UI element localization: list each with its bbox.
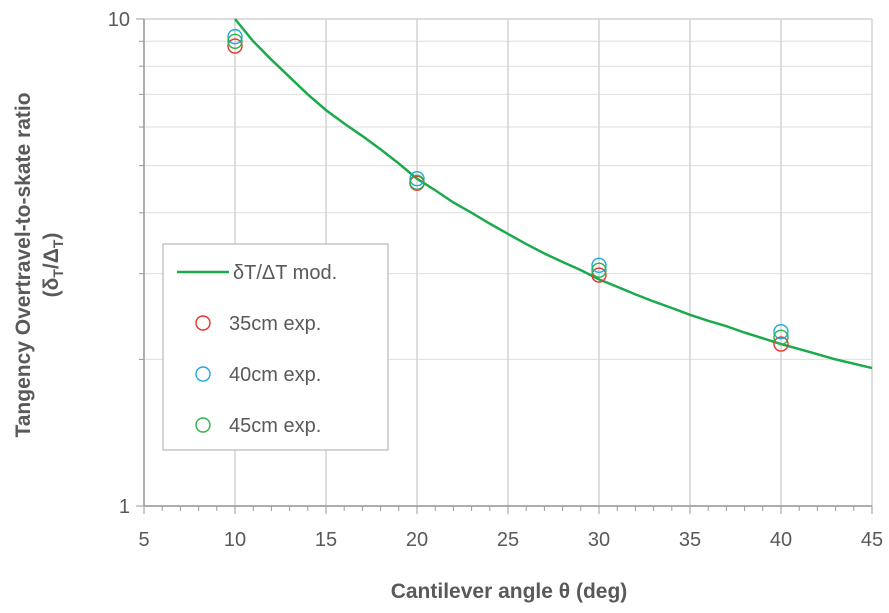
x-tick-label: 15 (315, 529, 337, 551)
legend-marker-swatch (195, 315, 211, 331)
y-axis-subtitle-open: (δ (40, 278, 63, 298)
data-point (591, 267, 607, 283)
x-tick-label: 40 (770, 529, 792, 551)
x-tick-label: 10 (224, 529, 246, 551)
x-tick-label: 30 (588, 529, 610, 551)
x-tick-label: 35 (679, 529, 701, 551)
data-point (227, 38, 243, 54)
data-point (409, 170, 425, 187)
y-axis-subtitle-sub1: T (50, 269, 66, 278)
data-point (773, 323, 789, 340)
y-axis-subtitle-sub2: T (50, 239, 66, 248)
y-axis-subtitle-close: ) (40, 233, 63, 240)
data-point (773, 329, 789, 346)
y-axis-subtitle: (δT/ΔT) (40, 233, 66, 298)
x-axis-title: Cantilever angle θ (deg) (391, 580, 628, 603)
y-tick-label: 10 (108, 9, 130, 31)
legend-label: 35cm exp. (229, 313, 321, 335)
axes: 5 10 15 20 25 30 35 40 45 1 10 (108, 9, 883, 551)
x-tick-label: 5 (138, 529, 149, 551)
x-tick-label: 25 (497, 529, 519, 551)
y-tick-label: 1 (119, 496, 130, 518)
legend-label: 40cm exp. (229, 364, 321, 386)
data-point (591, 257, 607, 274)
legend-marker-swatch (195, 417, 211, 433)
data-point (409, 174, 425, 191)
legend-label: δT/ΔT mod. (233, 262, 337, 284)
legend: δT/ΔT mod. 35cm exp. 40cm exp. 45cm exp. (162, 243, 389, 451)
legend-box (162, 243, 389, 451)
y-axis-subtitle-group: (δT/ΔT) (40, 233, 66, 298)
data-point (591, 262, 607, 278)
data-point (227, 33, 243, 49)
legend-marker-swatch (195, 366, 211, 382)
y-axis-title-group: Tangency Overtravel-to-skate ratio (12, 92, 35, 437)
data-point (227, 28, 243, 45)
series-line (234, 18, 873, 370)
x-tick-label: 20 (406, 529, 428, 551)
y-axis-title: Tangency Overtravel-to-skate ratio (12, 92, 35, 437)
series (227, 18, 873, 370)
legend-label: 45cm exp. (229, 415, 321, 437)
data-point (773, 336, 789, 352)
x-tick-label: 45 (861, 529, 883, 551)
y-axis-subtitle-slash: /Δ (40, 248, 63, 269)
